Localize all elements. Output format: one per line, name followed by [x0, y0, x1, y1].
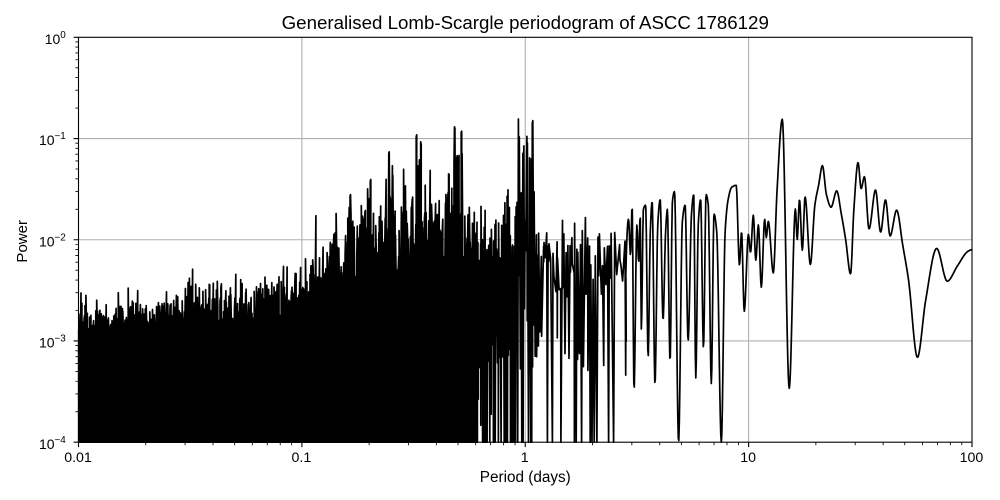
svg-text:Generalised Lomb-Scargle perio: Generalised Lomb-Scargle periodogram of …	[282, 12, 769, 33]
svg-text:0.1: 0.1	[292, 450, 312, 466]
svg-text:Power: Power	[14, 220, 31, 263]
svg-text:1: 1	[521, 450, 529, 466]
svg-text:10: 10	[740, 450, 756, 466]
svg-text:0.01: 0.01	[64, 450, 92, 466]
svg-text:100: 100	[960, 450, 984, 466]
svg-text:Period (days): Period (days)	[480, 469, 571, 486]
